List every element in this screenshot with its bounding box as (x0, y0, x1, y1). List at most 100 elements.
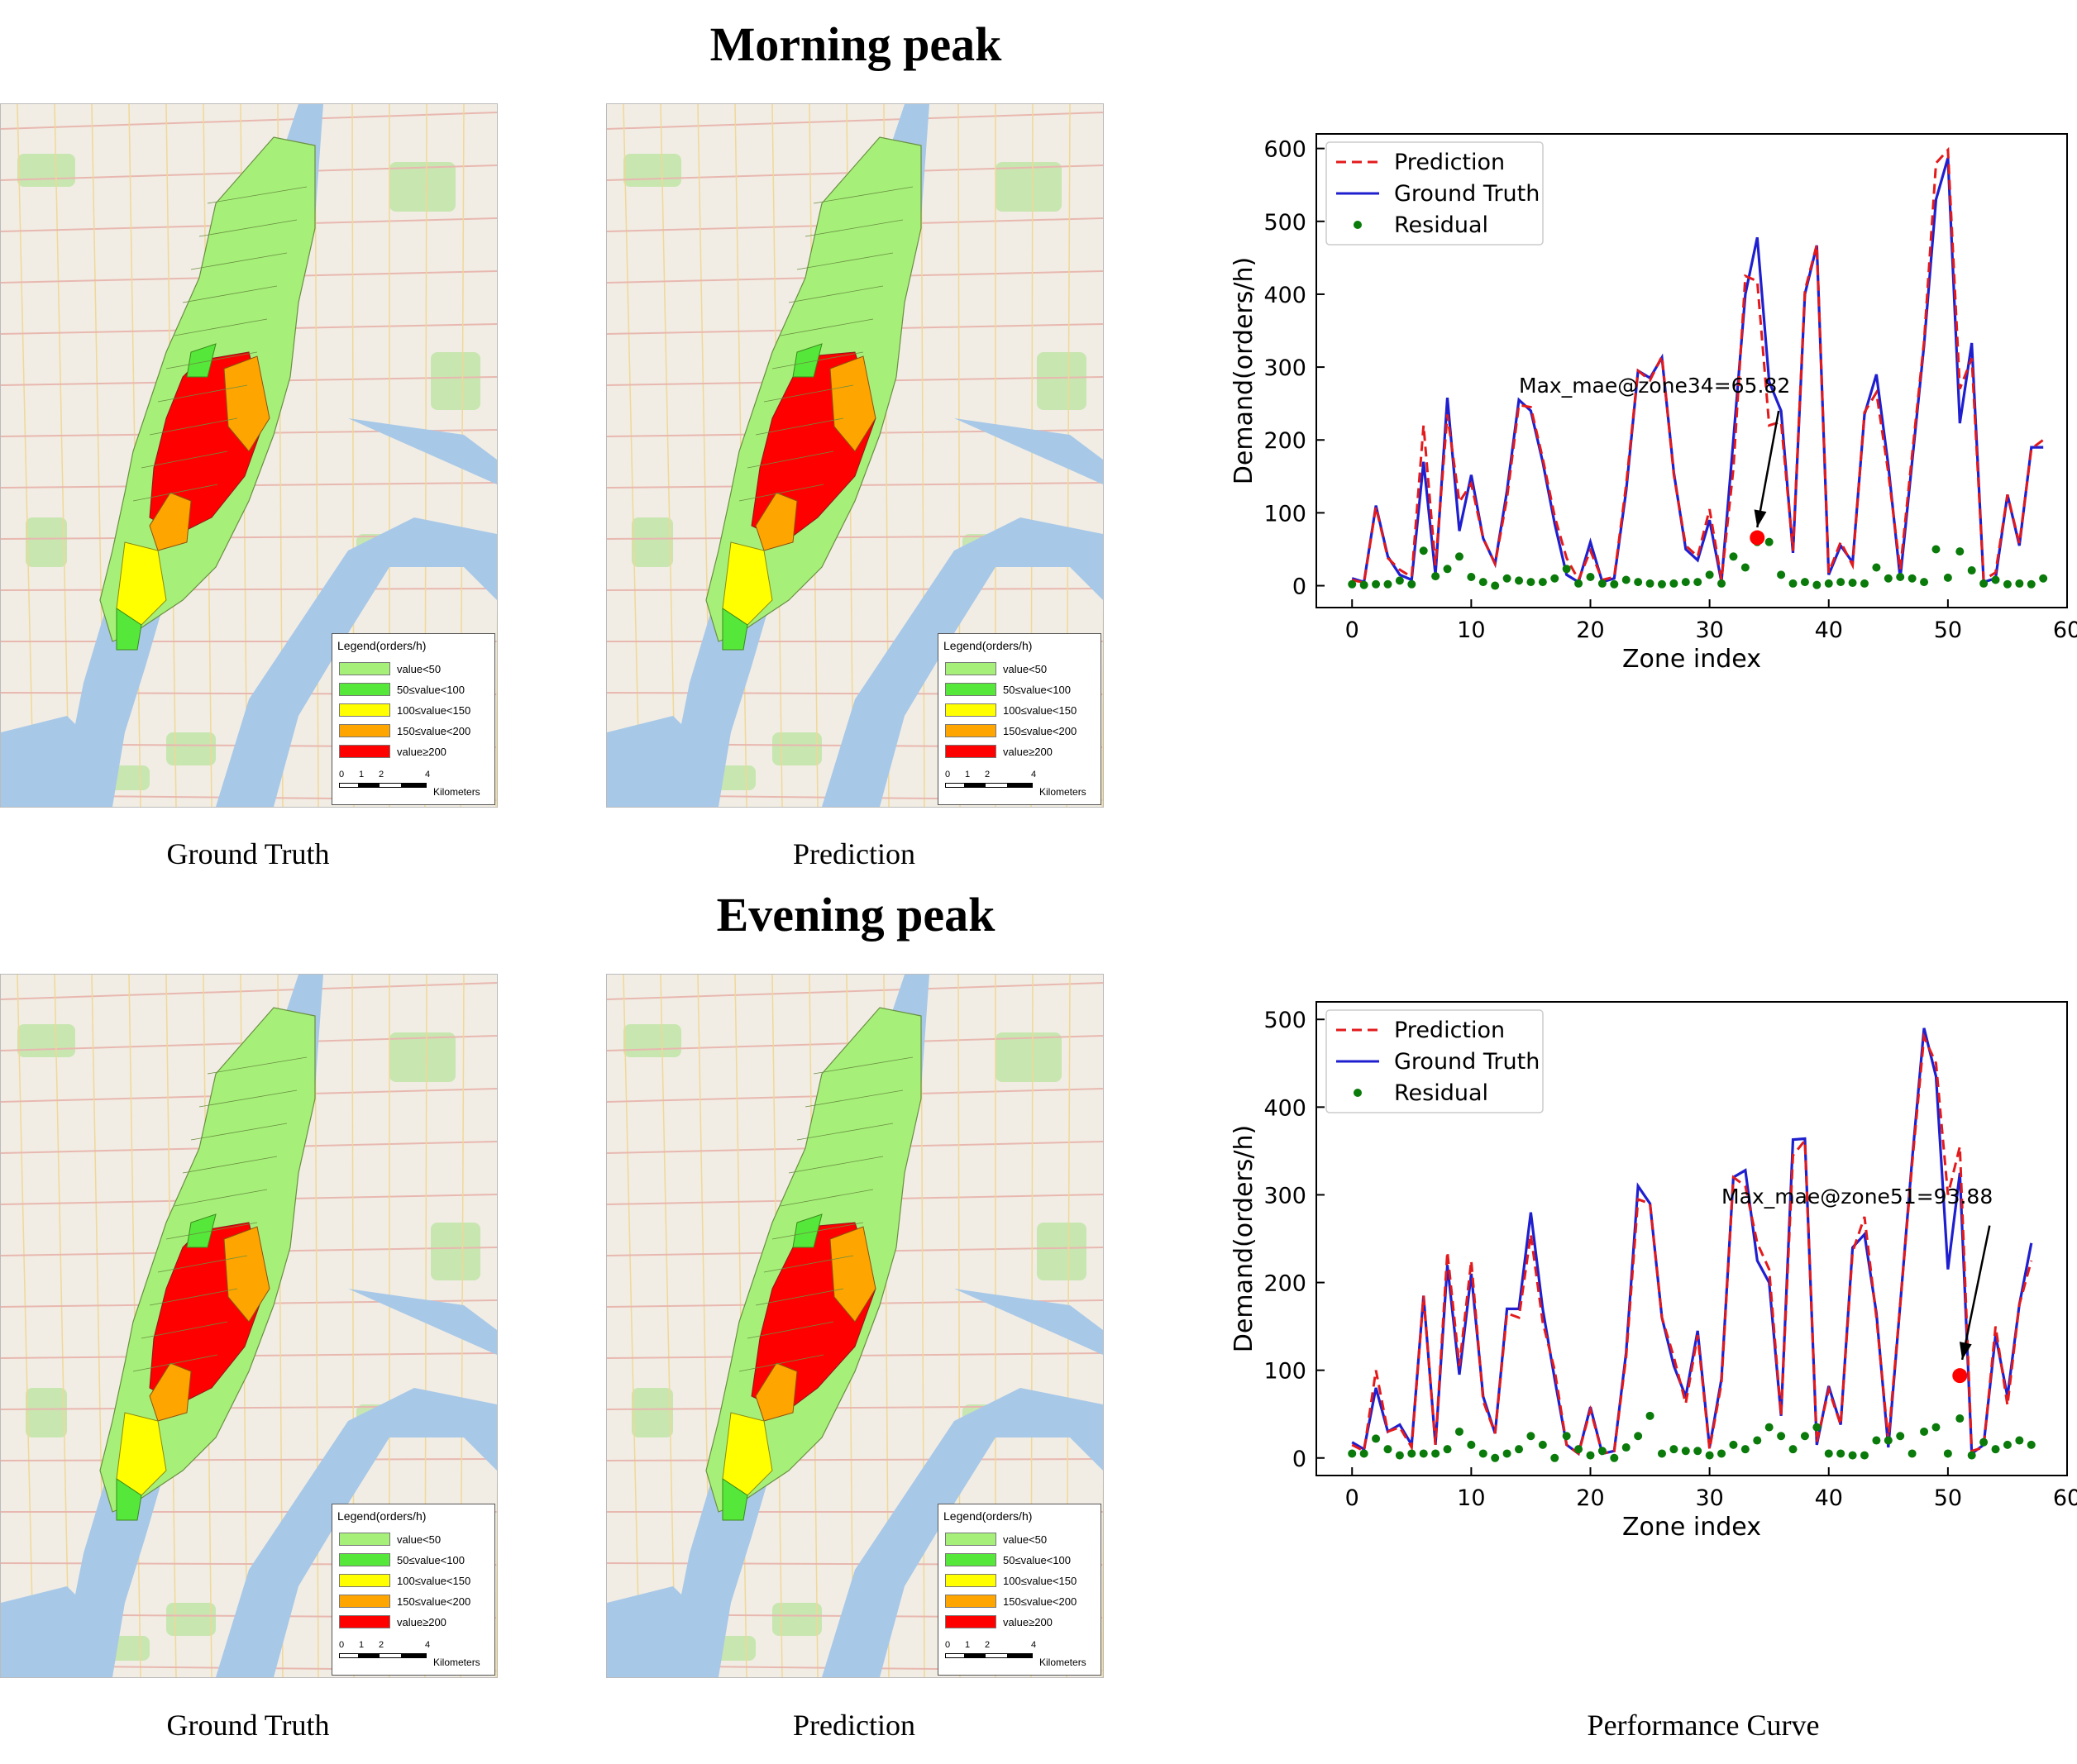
x-tick-label: 50 (1934, 617, 1962, 643)
residual-point (1372, 579, 1381, 589)
x-tick-label: 10 (1457, 617, 1485, 643)
residual-point (1896, 572, 1905, 581)
residual-point (1991, 575, 2000, 584)
scale-tick-label: 2 (379, 1640, 384, 1650)
y-tick-label: 200 (1263, 428, 1306, 454)
x-tick-label: 50 (1934, 1485, 1962, 1511)
chart-legend (1325, 141, 1544, 246)
legend-item: 100≤value<150 (945, 1574, 1098, 1589)
annotation-text: Max_mae@zone34=65.82 (1519, 374, 1790, 398)
x-tick-label: 20 (1576, 1485, 1604, 1511)
legend-item: 50≤value<100 (339, 1553, 492, 1568)
residual-point (1467, 572, 1476, 581)
legend-item: 150≤value<200 (339, 724, 492, 739)
y-tick-label: 400 (1263, 283, 1306, 308)
y-tick-label: 400 (1263, 1095, 1306, 1121)
legend-item: 150≤value<200 (945, 724, 1098, 739)
residual-point (1800, 1432, 1809, 1441)
legend-swatch (945, 1553, 996, 1566)
x-tick-label: 30 (1695, 1485, 1723, 1511)
residual-point (1502, 1449, 1511, 1458)
residual-point (1943, 1449, 1952, 1458)
scale-segment (379, 1653, 402, 1658)
y-tick-label: 300 (1263, 355, 1306, 381)
x-axis-label: Zone index (1622, 645, 1761, 674)
scale-tick-label: 1 (965, 770, 971, 779)
residual-point (1550, 574, 1559, 583)
legend-entry-label: Prediction (1394, 1018, 1505, 1043)
legend-swatch (339, 1595, 390, 1608)
legend-item: 150≤value<200 (339, 1595, 492, 1609)
legend-label: value<50 (1003, 1533, 1048, 1546)
residual-point (1562, 1432, 1571, 1441)
legend-swatch (339, 703, 390, 717)
residual-point (1907, 1449, 1917, 1458)
residual-point (1884, 1436, 1893, 1445)
legend-item: 50≤value<100 (339, 683, 492, 698)
residual-point (1562, 565, 1571, 574)
legend-label: 50≤value<100 (1003, 1554, 1071, 1566)
legend-title: Legend(orders/h) (337, 639, 427, 652)
residual-point (1610, 579, 1619, 589)
residual-point (1443, 1445, 1452, 1454)
residual-point (1526, 1432, 1535, 1441)
residual-point (1896, 1432, 1905, 1441)
legend-label: 150≤value<200 (397, 1595, 471, 1608)
legend-swatch (945, 1595, 996, 1608)
legend-swatch (945, 1533, 996, 1546)
legend-item: 100≤value<150 (945, 703, 1098, 718)
residual-point (1657, 579, 1666, 589)
max-mae-point (1952, 1368, 1968, 1384)
legend-swatch (339, 1553, 390, 1566)
residual-point (1454, 552, 1463, 561)
residual-point (1550, 1453, 1559, 1462)
scale-unit: Kilometers (1039, 786, 1086, 798)
evening-performance-chart: 0 10 20 30 40 50 60 0 100 200 300 400 500 Zone index D… (1224, 992, 2077, 1546)
y-tick-label: 200 (1263, 1271, 1306, 1297)
residual-point (1348, 579, 1357, 589)
residual-point (1848, 1451, 1857, 1460)
legend-swatch (339, 662, 390, 675)
residual-point (1491, 581, 1500, 590)
scale-tick-label: 2 (985, 1640, 991, 1650)
legend-title: Legend(orders/h) (943, 1509, 1033, 1523)
residual-point (1383, 1445, 1392, 1454)
scale-bar: 0 1 2 4 Kilometers (945, 770, 1099, 803)
annotation-arrow (1960, 1225, 1991, 1361)
residual-point (1443, 565, 1452, 574)
legend-swatch (945, 703, 996, 717)
legend-label: 100≤value<150 (1003, 1575, 1077, 1587)
residual-point (1777, 570, 1786, 579)
residual-point (1693, 578, 1702, 587)
y-axis-label: Demand(orders/h) (1229, 257, 1258, 484)
annotation-arrow (1756, 410, 1780, 528)
legend-item: 150≤value<200 (945, 1595, 1098, 1609)
y-tick-label: 500 (1263, 1008, 1306, 1033)
residual-point (1836, 1449, 1845, 1458)
residual-point (1478, 578, 1487, 587)
legend-swatch (945, 662, 996, 675)
legend-swatch (945, 724, 996, 737)
caption-morning-prediction: Prediction (793, 837, 915, 870)
legend-swatch (339, 745, 390, 758)
residual-point (1836, 578, 1845, 587)
legend-swatch (339, 724, 390, 737)
scale-segment (402, 783, 427, 788)
residual-point (1991, 1445, 2000, 1454)
legend-swatch (339, 683, 390, 696)
residual-point (1407, 1449, 1416, 1458)
legend-item: value≥200 (339, 1615, 492, 1630)
residual-point (1610, 1453, 1619, 1462)
scale-unit: Kilometers (433, 786, 480, 798)
residual-point (1955, 547, 1965, 556)
legend-item: value<50 (945, 1533, 1098, 1547)
scale-segment (985, 783, 1008, 788)
residual-point (2027, 1440, 2036, 1449)
residual-point (1431, 1449, 1440, 1458)
residual-point (1788, 1445, 1798, 1454)
residual-point (1538, 1440, 1547, 1449)
plot-frame (1315, 133, 2068, 608)
residual-point (1645, 1411, 1654, 1420)
map-evening-ground-truth: Legend(orders/h) value<50 50≤value<100 100≤… (0, 974, 498, 1678)
residual-point (1419, 1449, 1428, 1458)
